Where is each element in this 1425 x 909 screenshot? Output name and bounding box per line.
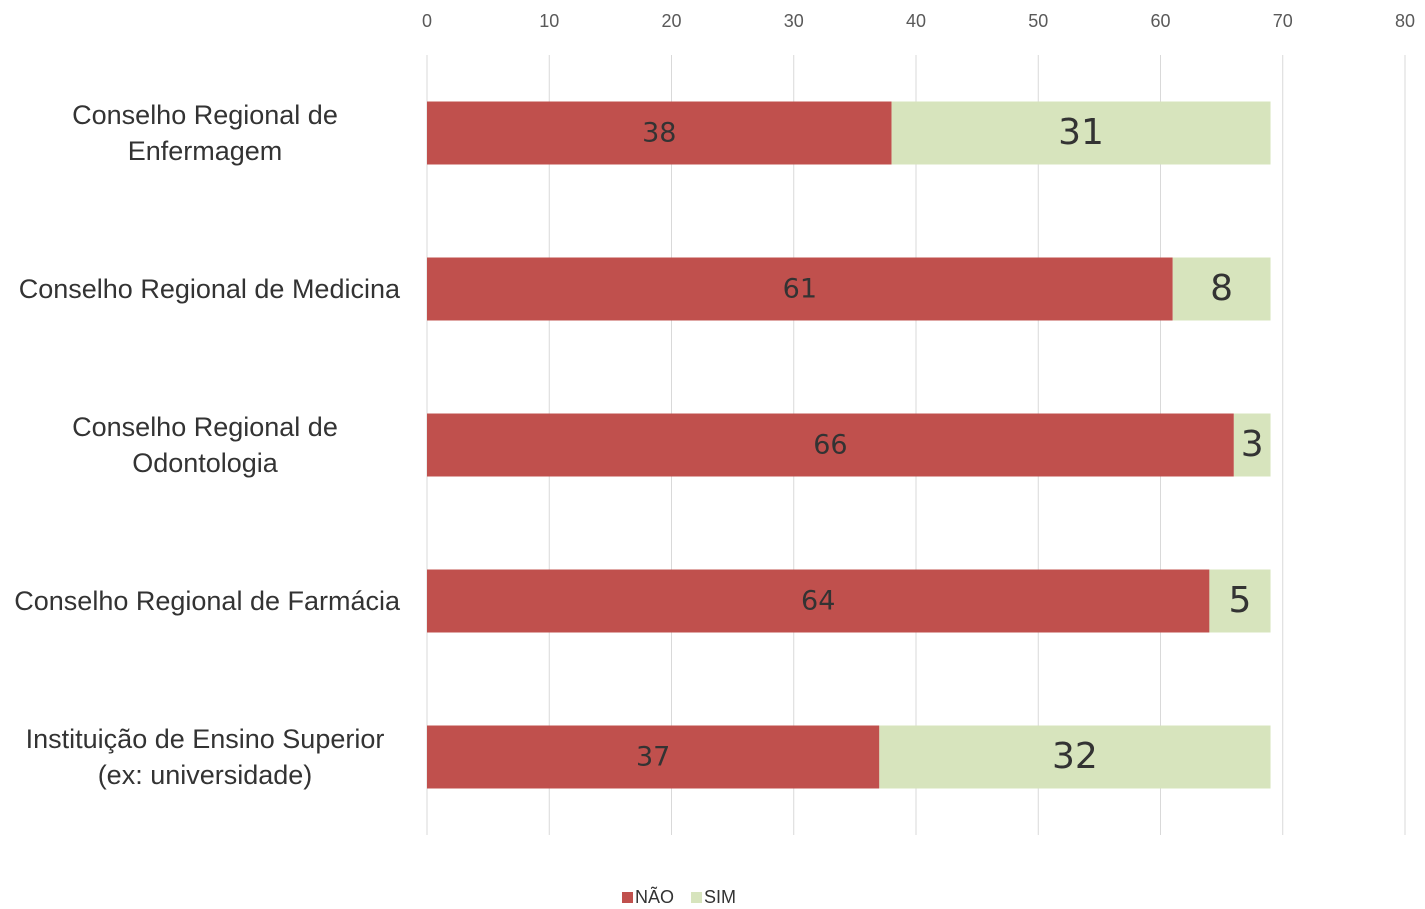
bar [891, 101, 1271, 165]
x-tick-label: 0 [422, 11, 432, 31]
x-tick-label: 30 [784, 11, 804, 31]
data-label: 5 [1229, 580, 1252, 621]
x-tick-label: 20 [661, 11, 681, 31]
data-label: 3 [1241, 424, 1264, 465]
data-label: 32 [1052, 736, 1098, 777]
x-tick-label: 60 [1150, 11, 1170, 31]
bar [427, 101, 892, 165]
category-label: Conselho Regional de Farmácia [10, 583, 400, 619]
bar [1172, 257, 1271, 321]
category-label: Conselho Regional de Enfermagem [10, 97, 400, 169]
data-label: 37 [636, 742, 670, 773]
bar [427, 413, 1234, 477]
data-label: 66 [813, 430, 847, 461]
legend-label: NÃO [635, 886, 674, 907]
x-tick-label: 40 [906, 11, 926, 31]
x-tick-label: 50 [1028, 11, 1048, 31]
x-tick-label: 10 [539, 11, 559, 31]
bar [427, 569, 1210, 633]
category-text: Instituição de Ensino Superior (ex: univ… [25, 724, 385, 790]
data-label: 38 [642, 118, 676, 149]
legend-swatch [622, 892, 633, 903]
bar [1209, 569, 1271, 633]
legend-label: SIM [704, 887, 736, 907]
category-text: Conselho Regional de Farmácia [14, 586, 400, 616]
x-tick-label: 80 [1395, 11, 1415, 31]
data-label: 64 [801, 586, 835, 617]
bar [879, 725, 1271, 789]
category-label: Instituição de Ensino Superior (ex: univ… [10, 721, 400, 793]
x-tick-label: 70 [1273, 11, 1293, 31]
bar [1233, 413, 1271, 477]
data-label: 8 [1210, 268, 1233, 309]
bar [427, 257, 1173, 321]
category-text: Conselho Regional de Odontologia [72, 412, 338, 478]
bar [427, 725, 880, 789]
legend-swatch [691, 892, 703, 903]
data-label: 31 [1058, 112, 1104, 153]
category-text: Conselho Regional de Medicina [18, 274, 400, 304]
category-text: Conselho Regional de Enfermagem [72, 100, 338, 166]
category-label: Conselho Regional de Medicina [10, 271, 400, 307]
data-label: 61 [783, 274, 817, 305]
category-label: Conselho Regional de Odontologia [10, 409, 400, 481]
